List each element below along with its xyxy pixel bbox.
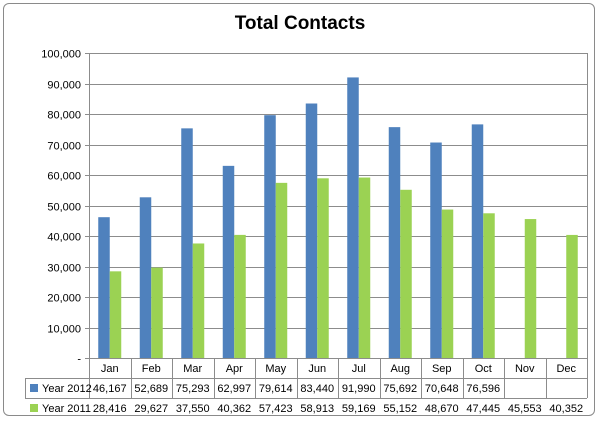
y-tick-label-60000: 60,000 [47, 171, 81, 183]
series-name-year-2012: Year 2012 [42, 383, 92, 395]
legend-key-year-2012 [30, 384, 38, 392]
data-label-year-2012-apr: 62,997 [217, 383, 251, 395]
bar-year-2011-jul [358, 177, 371, 358]
data-label-year-2011-sep: 48,670 [425, 403, 459, 415]
data-label-year-2011-jan: 28,416 [93, 403, 127, 415]
bar-year-2011-oct [483, 213, 495, 358]
y-tick-label-70000: 70,000 [47, 141, 81, 153]
bar-year-2011-jan [109, 271, 122, 358]
y-tick-label-0: - [77, 354, 81, 366]
category-label-may: May [265, 363, 286, 375]
data-label-year-2012-feb: 52,689 [134, 383, 168, 395]
bar-year-2012-jun [305, 103, 318, 359]
category-label-sep: Sep [432, 363, 452, 375]
y-tick-label-80000: 80,000 [47, 110, 81, 122]
bar-year-2011-mar [192, 243, 205, 358]
category-label-dec: Dec [556, 363, 576, 375]
category-label-feb: Feb [142, 363, 161, 375]
bar-year-2012-aug [388, 127, 401, 358]
bar-year-2012-may [264, 115, 276, 358]
data-label-year-2011-jul: 59,169 [342, 403, 376, 415]
data-label-year-2012-jun: 83,440 [300, 383, 334, 395]
data-label-year-2012-oct: 76,596 [466, 383, 500, 395]
data-label-year-2011-dec: 40,352 [549, 403, 583, 415]
bar-year-2011-may [275, 182, 288, 358]
legend-key-year-2011 [30, 404, 38, 412]
category-label-aug: Aug [390, 363, 410, 375]
data-label-year-2011-feb: 29,627 [134, 403, 168, 415]
bar-year-2012-feb [139, 197, 152, 358]
category-label-nov: Nov [515, 363, 535, 375]
bar-year-2012-apr [222, 165, 235, 358]
bar-year-2011-aug [400, 189, 412, 358]
data-label-year-2012-mar: 75,293 [176, 383, 210, 395]
plot-area [89, 53, 587, 358]
category-label-jan: Jan [101, 363, 119, 375]
y-tick-label-90000: 90,000 [47, 80, 81, 92]
bar-year-2011-sep [441, 209, 454, 358]
data-label-year-2011-may: 57,423 [259, 403, 293, 415]
bar-year-2012-jan [98, 217, 110, 358]
data-label-year-2012-sep: 70,648 [425, 383, 459, 395]
y-tick-label-50000: 50,000 [47, 202, 81, 214]
y-tick-label-10000: 10,000 [47, 324, 81, 336]
data-label-year-2011-apr: 40,362 [217, 403, 251, 415]
series-name-year-2011: Year 2011 [42, 403, 91, 415]
y-tick-label-30000: 30,000 [47, 263, 81, 275]
bar-year-2012-jul [347, 77, 359, 359]
bar-year-2011-dec [566, 234, 578, 358]
data-label-year-2012-jan: 46,167 [93, 383, 127, 395]
bar-year-2011-feb [151, 267, 163, 358]
chart-title: Total Contacts [234, 13, 366, 34]
y-tick-label-20000: 20,000 [47, 293, 81, 305]
category-label-oct: Oct [475, 363, 492, 375]
data-label-year-2011-oct: 47,445 [466, 403, 500, 415]
data-label-year-2011-mar: 37,550 [176, 403, 210, 415]
category-label-mar: Mar [183, 363, 202, 375]
y-tick-label-100000: 100,000 [41, 49, 81, 61]
y-tick-label-40000: 40,000 [47, 232, 81, 244]
category-label-jun: Jun [308, 363, 326, 375]
bar-year-2012-oct [471, 124, 484, 358]
bar-year-2011-jun [317, 178, 329, 358]
category-label-jul: Jul [352, 363, 366, 375]
data-label-year-2012-jul: 91,990 [342, 383, 376, 395]
bar-year-2012-sep [430, 142, 442, 358]
data-label-year-2012-may: 79,614 [259, 383, 293, 395]
data-label-year-2011-jun: 58,913 [300, 403, 334, 415]
bar-year-2012-mar [181, 128, 193, 358]
data-label-year-2011-nov: 45,553 [508, 403, 542, 415]
bar-year-2011-nov [524, 219, 537, 358]
data-label-year-2011-aug: 55,152 [383, 403, 417, 415]
category-label-apr: Apr [226, 363, 243, 375]
bar-year-2011-apr [234, 234, 246, 358]
data-label-year-2012-aug: 75,692 [383, 383, 417, 395]
